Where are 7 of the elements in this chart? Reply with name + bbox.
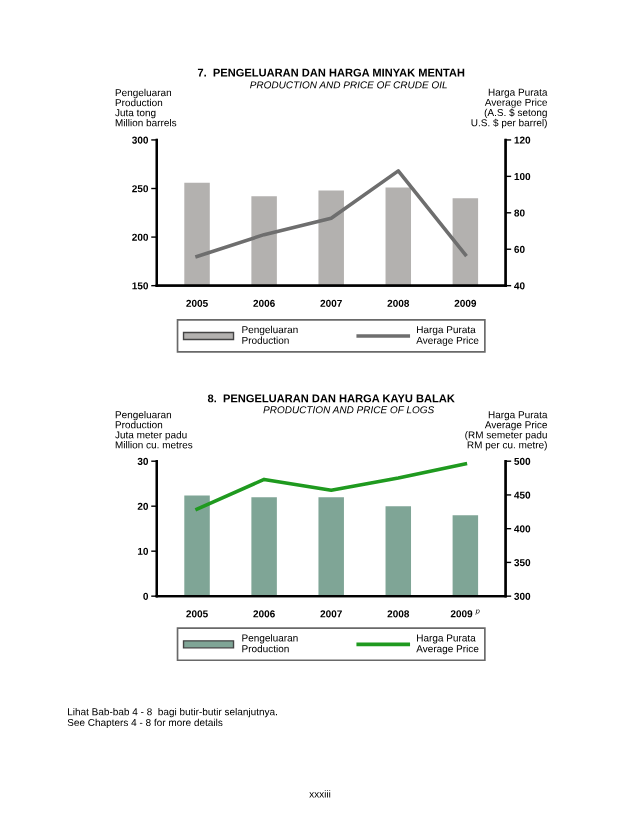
bar [318, 497, 344, 597]
bar [385, 506, 412, 597]
line-series [195, 169, 468, 259]
bar [184, 495, 210, 597]
line-series [195, 462, 468, 511]
bar [452, 515, 479, 597]
bar [251, 497, 277, 597]
